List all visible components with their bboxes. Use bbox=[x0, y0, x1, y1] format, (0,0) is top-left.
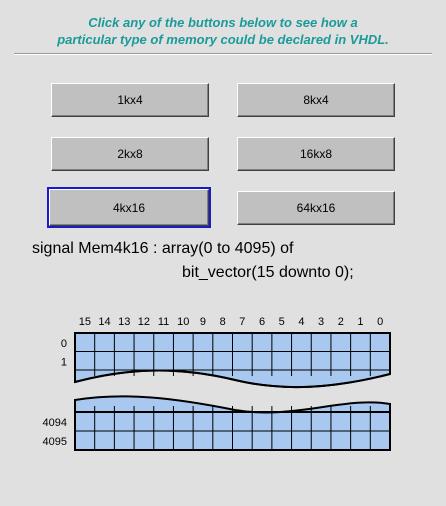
bit-label: 14 bbox=[98, 316, 110, 328]
button-8kx4[interactable]: 8kx4 bbox=[237, 83, 395, 117]
button-4kx16[interactable]: 4kx16 bbox=[47, 187, 211, 228]
bit-label: 7 bbox=[239, 316, 245, 328]
row-label: 4095 bbox=[43, 436, 67, 448]
row-label: 1 bbox=[61, 357, 67, 369]
bit-label: 11 bbox=[158, 316, 169, 328]
divider bbox=[14, 53, 432, 55]
bit-label: 13 bbox=[118, 316, 130, 328]
button-64kx16[interactable]: 64kx16 bbox=[237, 191, 395, 225]
bit-label: 9 bbox=[200, 316, 206, 328]
bit-label: 2 bbox=[338, 316, 344, 328]
instructions-line-2: particular type of memory could be decla… bbox=[57, 32, 389, 47]
bit-label: 3 bbox=[318, 316, 324, 328]
button-2kx8[interactable]: 2kx8 bbox=[51, 137, 209, 171]
declaration-line-1: signal Mem4k16 : array(0 to 4095) of bbox=[32, 240, 294, 257]
row-label: 4094 bbox=[43, 417, 67, 429]
bit-label: 0 bbox=[377, 316, 383, 328]
bit-label: 8 bbox=[220, 316, 226, 328]
declaration-line-2: bit_vector(15 downto 0); bbox=[182, 264, 354, 281]
instructions: Click any of the buttons below to see ho… bbox=[0, 14, 446, 48]
instructions-line-1: Click any of the buttons below to see ho… bbox=[88, 15, 358, 30]
button-16kx8[interactable]: 16kx8 bbox=[237, 137, 395, 171]
bit-label: 1 bbox=[357, 316, 363, 328]
bit-label: 10 bbox=[177, 316, 189, 328]
bit-label: 12 bbox=[138, 316, 150, 328]
bit-label: 6 bbox=[259, 316, 265, 328]
button-1kx4[interactable]: 1kx4 bbox=[51, 83, 209, 117]
bit-label: 15 bbox=[79, 316, 91, 328]
bit-label: 4 bbox=[298, 316, 304, 328]
row-label: 0 bbox=[61, 338, 67, 350]
wave-break-top bbox=[74, 369, 391, 389]
bit-label: 5 bbox=[279, 316, 285, 328]
